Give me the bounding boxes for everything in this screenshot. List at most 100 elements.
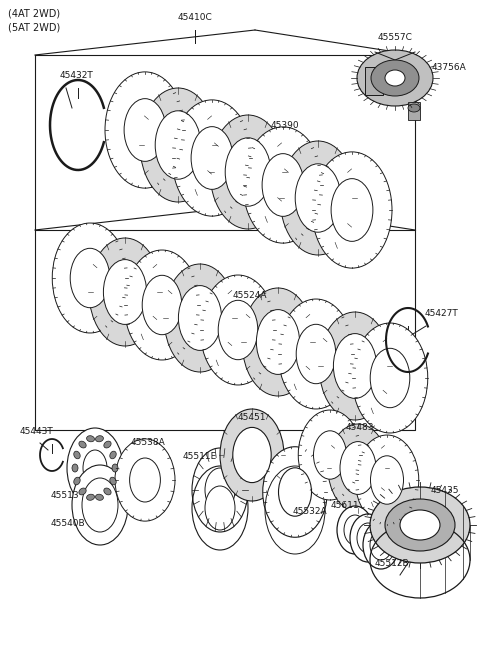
Text: 45538A: 45538A <box>131 438 166 447</box>
Bar <box>365 67 383 95</box>
Ellipse shape <box>142 276 182 335</box>
Text: 45390: 45390 <box>271 121 300 130</box>
Ellipse shape <box>262 154 304 216</box>
Text: 45524A: 45524A <box>233 291 267 300</box>
Ellipse shape <box>210 115 286 229</box>
Text: 45443T: 45443T <box>20 427 54 436</box>
Ellipse shape <box>278 468 312 516</box>
Ellipse shape <box>86 436 95 441</box>
Ellipse shape <box>371 456 404 504</box>
Ellipse shape <box>104 488 111 495</box>
Text: 45435: 45435 <box>431 486 459 495</box>
Ellipse shape <box>370 530 392 560</box>
Ellipse shape <box>82 478 118 532</box>
Ellipse shape <box>243 127 323 243</box>
Ellipse shape <box>52 223 128 333</box>
Ellipse shape <box>371 60 419 96</box>
Ellipse shape <box>334 334 377 398</box>
Ellipse shape <box>278 299 354 409</box>
Ellipse shape <box>312 152 392 268</box>
Ellipse shape <box>164 264 236 372</box>
Ellipse shape <box>83 450 107 486</box>
Ellipse shape <box>192 448 248 532</box>
Ellipse shape <box>408 104 420 112</box>
Text: 45483: 45483 <box>346 423 374 432</box>
Text: 45451: 45451 <box>238 413 266 422</box>
Ellipse shape <box>72 465 128 545</box>
Ellipse shape <box>363 521 399 569</box>
Text: 43756A: 43756A <box>432 63 467 72</box>
Ellipse shape <box>344 515 366 545</box>
Ellipse shape <box>130 458 160 502</box>
Ellipse shape <box>105 72 185 188</box>
Text: 45557C: 45557C <box>378 33 412 42</box>
Ellipse shape <box>357 50 433 106</box>
Text: 45427T: 45427T <box>425 309 459 318</box>
Ellipse shape <box>385 499 455 551</box>
Ellipse shape <box>205 486 235 530</box>
Ellipse shape <box>295 164 341 232</box>
Ellipse shape <box>400 510 440 540</box>
Ellipse shape <box>96 436 103 441</box>
Ellipse shape <box>370 348 410 407</box>
Ellipse shape <box>72 464 78 472</box>
Ellipse shape <box>233 428 271 483</box>
Text: 45511E: 45511E <box>183 452 217 461</box>
Ellipse shape <box>328 424 388 512</box>
Ellipse shape <box>340 441 376 495</box>
Ellipse shape <box>103 260 146 325</box>
Ellipse shape <box>110 477 116 485</box>
Ellipse shape <box>263 447 327 537</box>
Text: 45410C: 45410C <box>178 13 212 22</box>
Ellipse shape <box>352 323 428 433</box>
Ellipse shape <box>313 431 347 479</box>
Ellipse shape <box>350 514 386 562</box>
Ellipse shape <box>357 523 379 553</box>
Ellipse shape <box>191 127 233 190</box>
Ellipse shape <box>104 441 111 448</box>
Ellipse shape <box>319 312 391 420</box>
Ellipse shape <box>79 488 86 495</box>
Ellipse shape <box>96 494 103 501</box>
Ellipse shape <box>296 324 336 384</box>
Ellipse shape <box>385 70 405 86</box>
Ellipse shape <box>281 471 309 513</box>
Bar <box>408 102 420 120</box>
Ellipse shape <box>179 285 222 350</box>
Text: 45532A: 45532A <box>293 507 327 516</box>
Text: 45512B: 45512B <box>375 559 409 568</box>
Ellipse shape <box>112 464 118 472</box>
Text: 45432T: 45432T <box>60 71 94 80</box>
Ellipse shape <box>70 249 110 308</box>
Ellipse shape <box>172 100 252 216</box>
Ellipse shape <box>220 409 284 501</box>
Ellipse shape <box>74 477 80 485</box>
Ellipse shape <box>298 410 362 500</box>
Ellipse shape <box>115 439 175 521</box>
Ellipse shape <box>331 178 373 241</box>
Ellipse shape <box>79 441 86 448</box>
Ellipse shape <box>256 310 300 375</box>
Text: (4AT 2WD): (4AT 2WD) <box>8 8 60 18</box>
Text: 45513: 45513 <box>51 491 79 500</box>
Ellipse shape <box>225 138 271 206</box>
Text: 45540B: 45540B <box>51 519 85 528</box>
Ellipse shape <box>218 300 258 359</box>
Ellipse shape <box>242 288 314 396</box>
Ellipse shape <box>110 451 116 459</box>
Ellipse shape <box>155 111 201 179</box>
Ellipse shape <box>140 88 216 202</box>
Ellipse shape <box>355 435 419 525</box>
Text: 45611: 45611 <box>331 501 360 510</box>
Text: (5AT 2WD): (5AT 2WD) <box>8 22 60 32</box>
Ellipse shape <box>89 238 161 346</box>
Ellipse shape <box>200 275 276 385</box>
Ellipse shape <box>124 98 166 161</box>
Ellipse shape <box>370 487 470 563</box>
Ellipse shape <box>74 451 80 459</box>
Ellipse shape <box>133 462 157 498</box>
Ellipse shape <box>67 428 123 508</box>
Ellipse shape <box>86 494 95 501</box>
Ellipse shape <box>280 141 356 255</box>
Ellipse shape <box>124 250 200 360</box>
